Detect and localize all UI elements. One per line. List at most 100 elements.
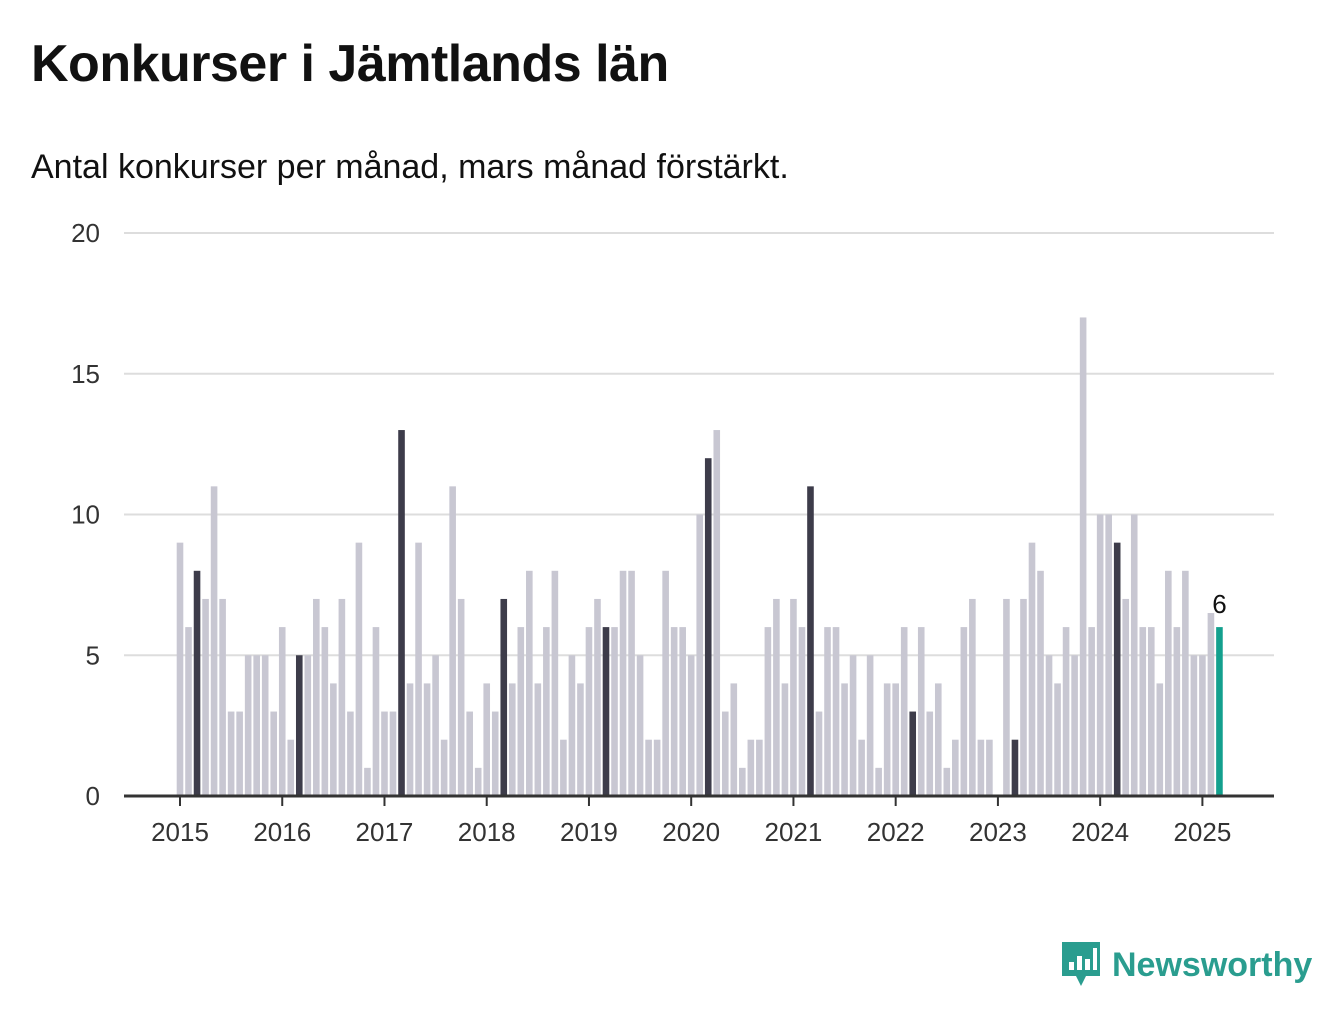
bar xyxy=(236,711,243,796)
bar xyxy=(1216,627,1223,796)
bar xyxy=(960,627,968,796)
bar xyxy=(313,598,320,796)
bar xyxy=(1122,598,1130,796)
bar xyxy=(585,627,593,796)
bar xyxy=(645,739,652,796)
data-label: 6 xyxy=(1212,589,1226,619)
bar xyxy=(389,711,397,796)
bar xyxy=(815,711,823,796)
bar xyxy=(219,598,226,796)
x-tick-label: 2025 xyxy=(1173,817,1231,847)
bar xyxy=(1045,655,1053,796)
bar xyxy=(347,711,354,796)
bar xyxy=(1156,683,1164,796)
bar xyxy=(270,711,278,796)
bar xyxy=(670,627,678,796)
x-tick-label: 2016 xyxy=(253,817,311,847)
bar xyxy=(798,627,806,796)
bar xyxy=(1028,542,1036,796)
bar-series xyxy=(176,317,1223,796)
bar xyxy=(687,655,695,796)
y-tick-label: 10 xyxy=(71,500,100,530)
bar xyxy=(1199,655,1206,796)
bar xyxy=(883,683,891,796)
bar xyxy=(841,683,848,796)
bar xyxy=(355,542,363,796)
x-tick-label: 2017 xyxy=(356,817,414,847)
bar xyxy=(202,598,209,796)
bar xyxy=(602,627,610,796)
bar xyxy=(1020,598,1027,796)
brand-name: Newsworthy xyxy=(1112,945,1313,984)
bar xyxy=(261,655,269,796)
bar xyxy=(1130,514,1138,796)
bar xyxy=(568,655,576,796)
y-tick-label: 15 xyxy=(71,359,100,389)
bar xyxy=(466,711,473,796)
bar xyxy=(483,683,491,796)
bar xyxy=(636,655,644,796)
bar xyxy=(253,655,260,796)
bar xyxy=(500,598,508,796)
bar xyxy=(892,683,899,796)
bar xyxy=(406,683,414,796)
bar xyxy=(1071,655,1078,796)
bar xyxy=(1165,570,1172,796)
x-tick-label: 2023 xyxy=(969,817,1027,847)
y-tick-label: 0 xyxy=(86,781,100,811)
bar xyxy=(381,711,388,796)
newsworthy-logo-icon xyxy=(1062,942,1100,986)
bar xyxy=(917,627,925,796)
bar xyxy=(900,627,908,796)
bar xyxy=(1207,613,1215,796)
bar xyxy=(611,627,618,796)
bar xyxy=(415,542,422,796)
bar xyxy=(721,711,729,796)
bar xyxy=(457,598,465,796)
chart-subtitle: Antal konkurser per månad, mars månad fö… xyxy=(31,148,789,186)
bar xyxy=(432,655,439,796)
bar xyxy=(1088,627,1095,796)
bar xyxy=(398,430,405,796)
bar xyxy=(824,627,831,796)
bar xyxy=(1147,627,1155,796)
bar xyxy=(543,627,550,796)
bar xyxy=(491,711,499,796)
bar xyxy=(926,711,934,796)
bar xyxy=(858,739,865,796)
bar xyxy=(474,767,482,796)
bar xyxy=(875,767,882,796)
bar xyxy=(449,486,456,796)
chart-title: Konkurser i Jämtlands län xyxy=(31,35,669,93)
bar xyxy=(952,739,959,796)
x-tick-label: 2019 xyxy=(560,817,618,847)
bar xyxy=(1139,627,1147,796)
x-tick-label: 2024 xyxy=(1071,817,1129,847)
bar xyxy=(662,570,669,796)
y-tick-label: 20 xyxy=(71,218,100,248)
bar xyxy=(278,627,286,796)
bar xyxy=(790,598,797,796)
bar xyxy=(909,711,917,796)
x-tick-label: 2020 xyxy=(662,817,720,847)
x-axis: 2015 2016 2017 2018 2019 2020 2021 2022 2023 2024… xyxy=(124,794,1274,847)
bar xyxy=(849,655,857,796)
bar xyxy=(1062,627,1070,796)
bar xyxy=(764,627,772,796)
bar xyxy=(730,683,738,796)
bar xyxy=(526,570,533,796)
bar xyxy=(969,598,976,796)
bar xyxy=(1182,570,1189,796)
bar xyxy=(866,655,874,796)
bar xyxy=(1054,683,1061,796)
bar xyxy=(977,739,985,796)
bar xyxy=(704,458,712,796)
bar xyxy=(508,683,516,796)
bar xyxy=(1079,317,1087,796)
bar xyxy=(619,570,627,796)
bar xyxy=(628,570,635,796)
bar xyxy=(287,739,295,796)
y-tick-label: 5 xyxy=(86,640,100,670)
bar xyxy=(321,627,329,796)
bar xyxy=(594,598,601,796)
